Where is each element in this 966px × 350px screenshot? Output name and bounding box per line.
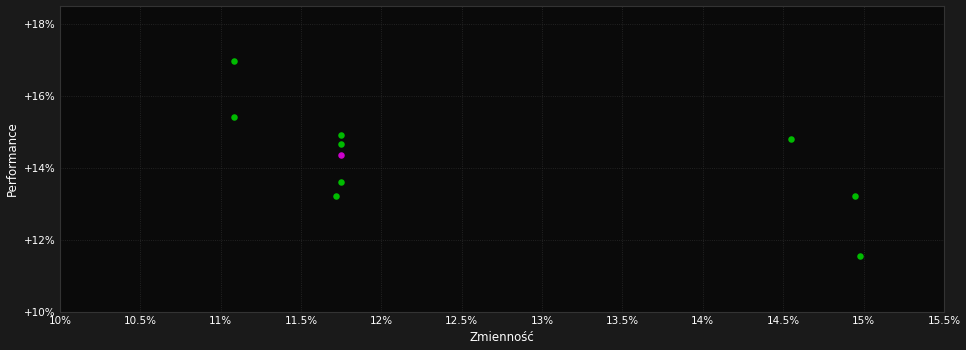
X-axis label: Zmienność: Zmienność [469, 331, 534, 344]
Point [853, 253, 868, 259]
Point [226, 58, 242, 64]
Point [333, 141, 349, 147]
Point [783, 136, 799, 142]
Point [333, 179, 349, 185]
Point [333, 152, 349, 158]
Point [333, 132, 349, 138]
Point [226, 114, 242, 120]
Point [328, 194, 344, 199]
Point [848, 194, 864, 199]
Y-axis label: Performance: Performance [6, 121, 18, 196]
